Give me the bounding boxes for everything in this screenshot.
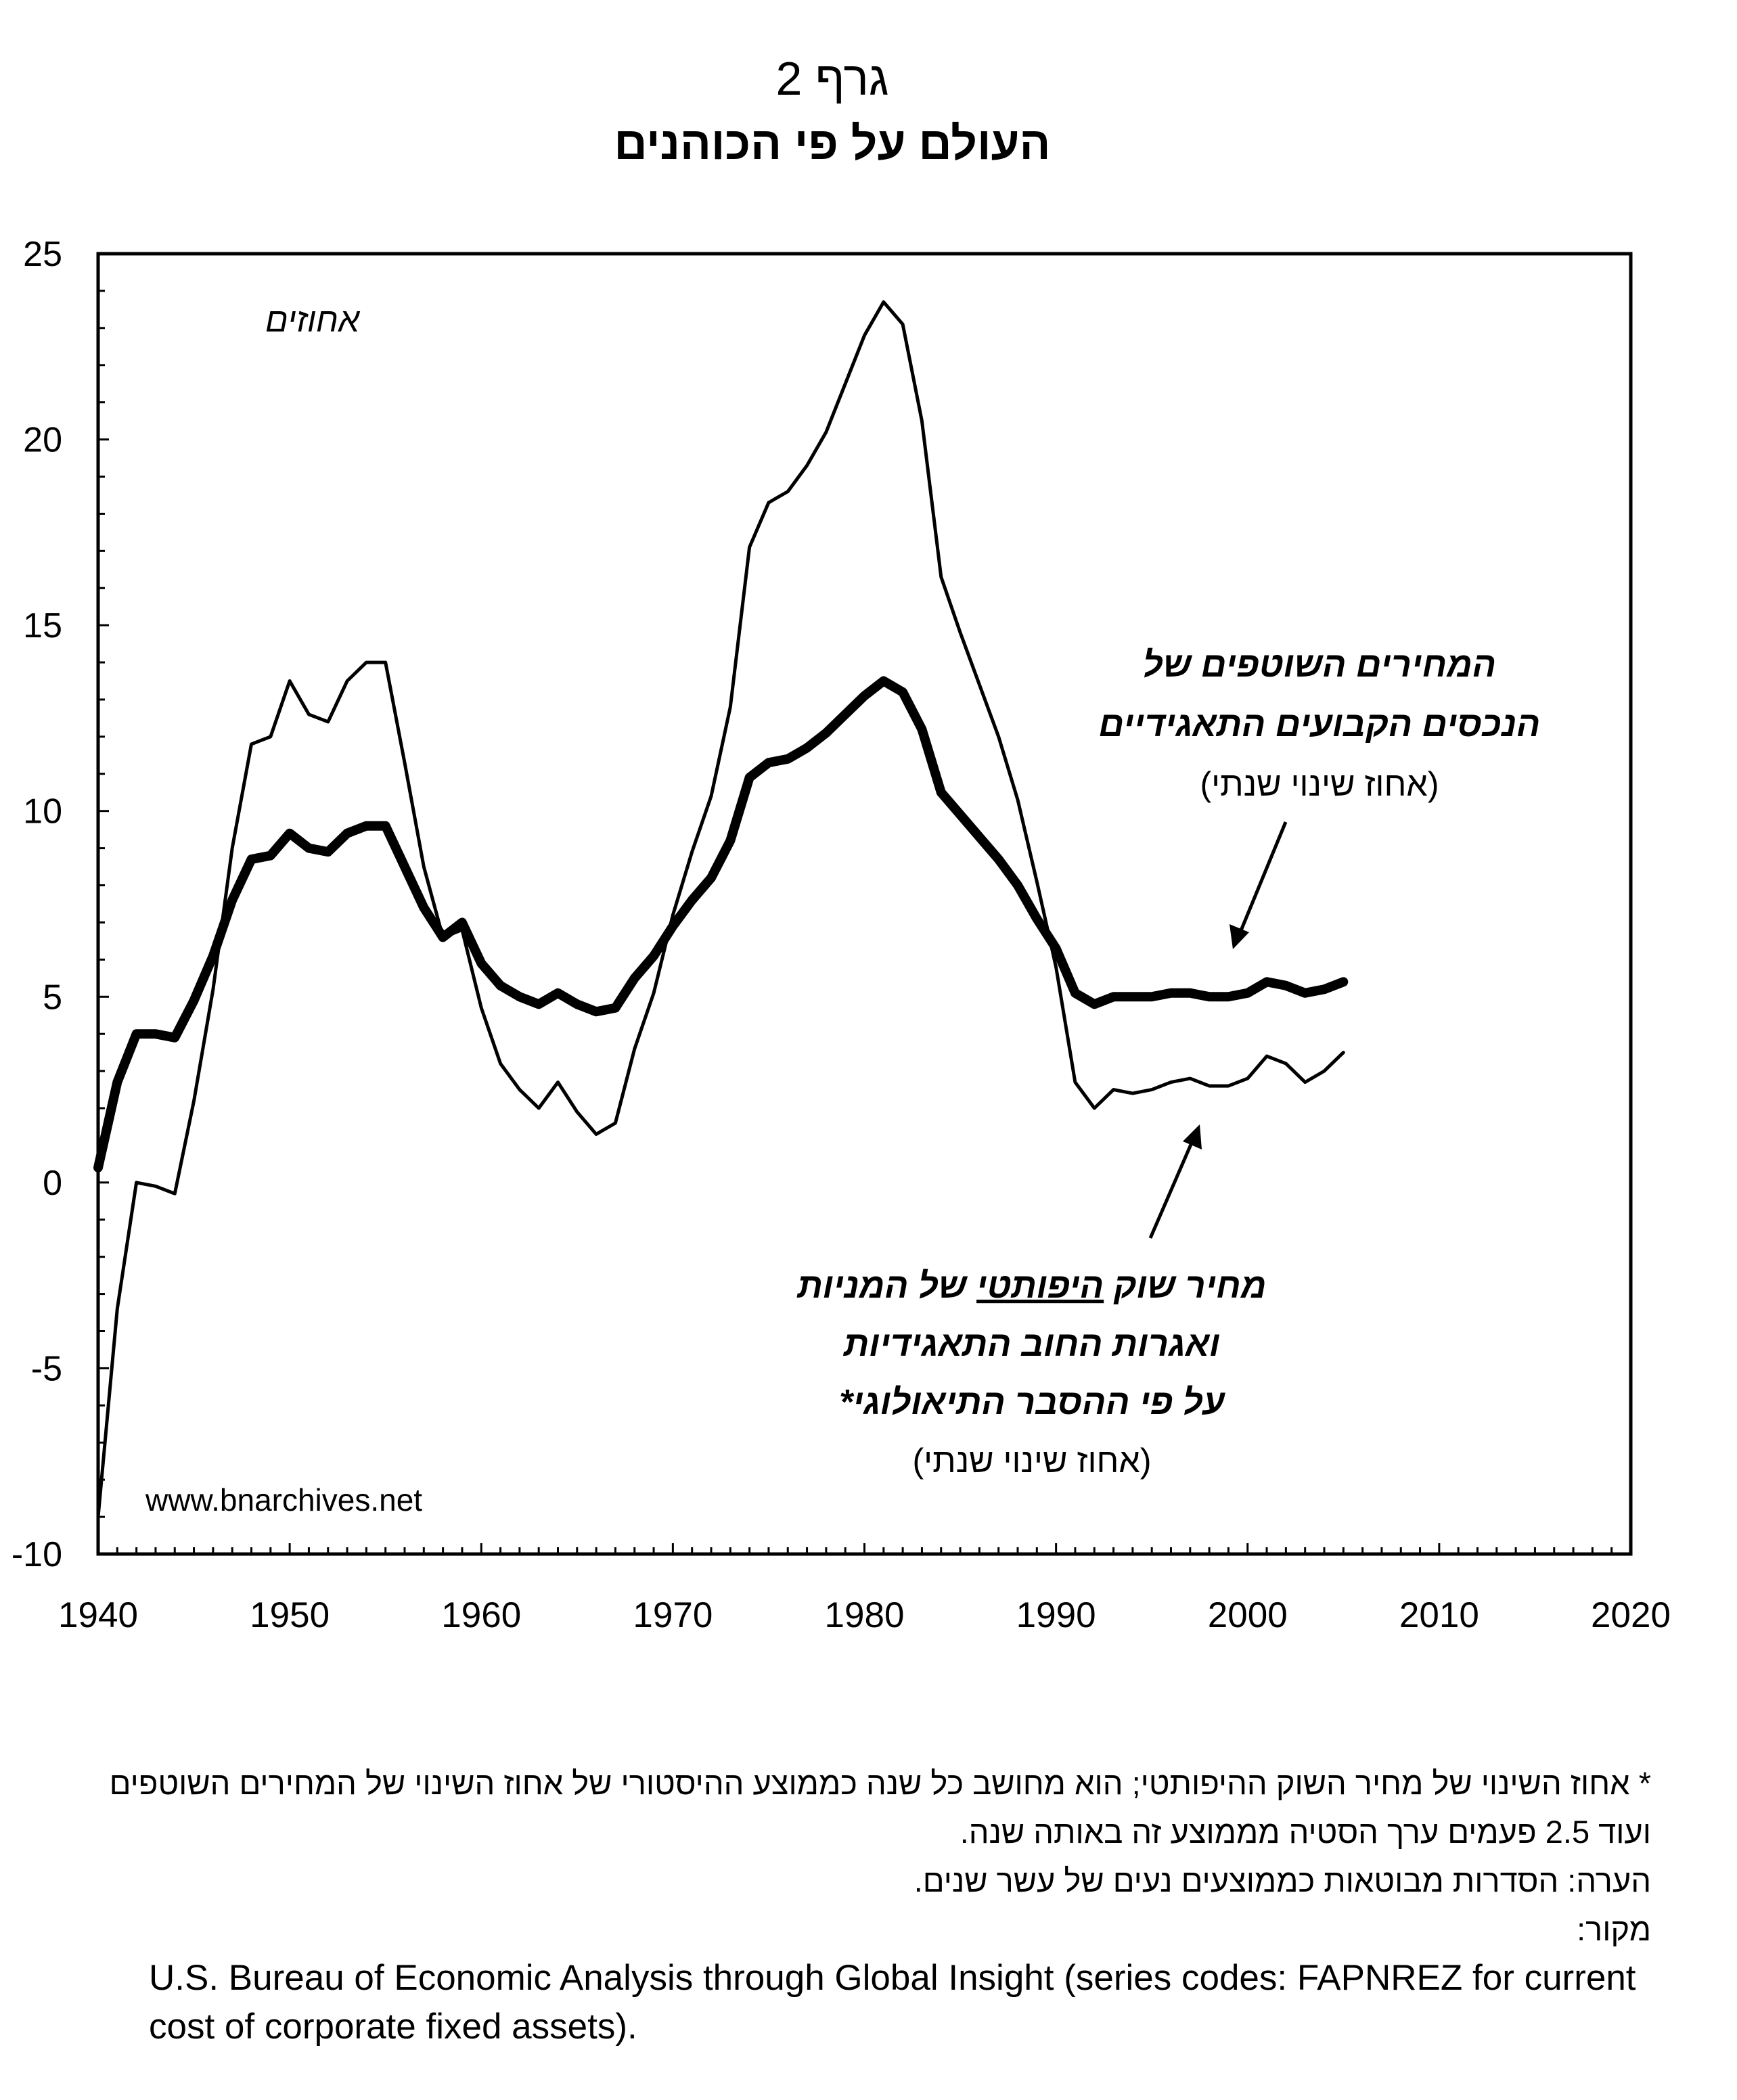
series-label-line: הנכסים הקבועים התאגידיים — [1099, 705, 1541, 744]
x-tick-label: 2000 — [1208, 1595, 1288, 1635]
series-line-hypothetical — [93, 676, 1349, 1172]
series-label-line: ואגרות החוב התאגידיות — [842, 1325, 1220, 1364]
chart-subtitle: העולם על פי הכוהנים — [614, 118, 1051, 169]
y-tick-label: 20 — [23, 421, 62, 460]
series-label-line: מחיר שוק היפותטי של המניות — [796, 1266, 1267, 1306]
y-tick-label: 25 — [23, 235, 62, 274]
x-tick-label: 1940 — [58, 1595, 138, 1635]
series-line-nominal — [96, 300, 1345, 1519]
x-tick-label: 2020 — [1591, 1595, 1671, 1635]
x-axis-tick-labels: 1940 1950 1960 1970 1980 1990 2000 2010 2020 — [58, 1595, 1671, 1635]
x-tick-label: 1970 — [633, 1595, 713, 1635]
chart: גרף 2 העולם על פי הכוהנים -10-5051015202… — [12, 52, 1671, 1635]
series-label-line: המחירים השוטפים של — [1143, 645, 1496, 685]
series-label-hypothetical: מחיר שוק היפותטי של המניות ואגרות החוב הת… — [796, 1266, 1267, 1480]
x-tick-label: 2010 — [1399, 1595, 1479, 1635]
x-tick-label: 1960 — [441, 1595, 521, 1635]
y-axis-tick-labels: -10 -5 0 5 10 15 20 25 — [12, 235, 62, 1574]
x-tick-label: 1980 — [825, 1595, 905, 1635]
series-label-line: (אחוז שינוי שנתי) — [913, 1442, 1152, 1480]
series-label-line: על פי ההסבר התיאולוגי* — [839, 1383, 1226, 1422]
series-label-line: (אחוז שינוי שנתי) — [1200, 765, 1439, 803]
y-tick-label: -10 — [12, 1535, 62, 1574]
chart-series — [93, 300, 1349, 1519]
footnotes: * אחוז השינוי של מחיר השוק ההיפותטי; הוא… — [95, 1759, 1651, 2051]
asterisk-note: * אחוז השינוי של מחיר השוק ההיפותטי; הוא… — [109, 1765, 1651, 1850]
y-tick-label: -5 — [31, 1349, 62, 1388]
x-tick-label: 1990 — [1016, 1595, 1096, 1635]
source-text: U.S. Bureau of Economic Analysis through… — [149, 1958, 1636, 2047]
arrow-to-nominal — [1230, 821, 1288, 949]
unit-label: אחוזים — [265, 301, 361, 339]
y-tick-label: 0 — [43, 1164, 62, 1203]
series-label-nominal: המחירים השוטפים של הנכסים הקבועים התאגידי… — [1099, 645, 1541, 803]
y-tick-label: 5 — [43, 978, 62, 1017]
x-tick-label: 1950 — [250, 1595, 330, 1635]
y-tick-label: 10 — [23, 792, 62, 831]
watermark: www.bnarchives.net — [145, 1482, 422, 1517]
chart-title: גרף 2 — [776, 52, 889, 105]
source-label: מקור: — [1577, 1911, 1651, 1947]
y-tick-label: 15 — [23, 606, 62, 645]
series-note: הערה: הסדרות מבוטאות כממוצעים נעים של עש… — [913, 1863, 1651, 1898]
arrow-to-hypothetical — [1148, 1124, 1202, 1239]
